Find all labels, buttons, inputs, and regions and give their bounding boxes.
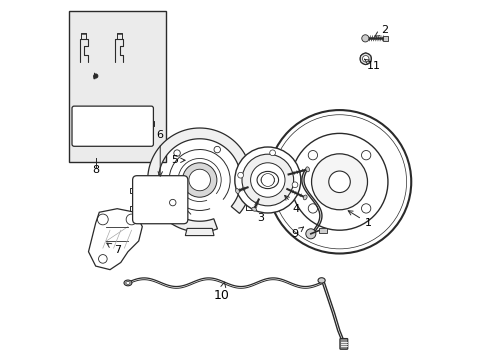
Ellipse shape [251,207,256,211]
Bar [319,228,326,233]
Ellipse shape [303,195,306,200]
Text: 4: 4 [284,195,300,214]
Text: 10: 10 [213,282,229,302]
Circle shape [237,172,243,178]
Circle shape [242,154,293,206]
Circle shape [290,134,387,230]
Circle shape [182,163,217,197]
Text: 5: 5 [171,155,184,165]
Text: 6: 6 [157,130,163,176]
Text: 2: 2 [374,25,387,36]
Circle shape [361,204,370,213]
Ellipse shape [124,280,132,286]
Text: 7: 7 [106,243,121,255]
Text: 3: 3 [257,213,264,222]
Circle shape [261,174,274,186]
Bar [69,12,165,162]
Circle shape [305,229,315,239]
Ellipse shape [261,175,274,185]
Circle shape [94,74,98,78]
Circle shape [214,146,220,153]
Circle shape [234,147,300,213]
Polygon shape [185,228,214,235]
Polygon shape [147,128,251,232]
Text: 9: 9 [290,227,303,239]
Circle shape [174,150,180,156]
Ellipse shape [154,194,166,202]
Ellipse shape [362,55,368,62]
Circle shape [269,150,275,156]
Text: 1: 1 [347,211,371,228]
Circle shape [188,169,210,191]
Bar [382,36,387,41]
Text: 11: 11 [364,59,381,71]
Ellipse shape [235,189,239,193]
Ellipse shape [359,53,371,64]
Circle shape [307,204,317,213]
Circle shape [291,182,297,188]
Ellipse shape [317,278,325,283]
Circle shape [250,163,285,197]
Text: 8: 8 [92,165,99,175]
Circle shape [169,199,176,206]
Circle shape [311,154,367,210]
Ellipse shape [305,167,309,172]
Circle shape [361,35,368,42]
FancyBboxPatch shape [132,176,187,224]
FancyBboxPatch shape [72,106,153,146]
FancyBboxPatch shape [339,338,347,349]
Circle shape [267,110,410,253]
Circle shape [328,171,349,193]
Circle shape [307,150,317,160]
Circle shape [361,150,370,160]
Ellipse shape [150,191,170,205]
Ellipse shape [125,282,130,284]
